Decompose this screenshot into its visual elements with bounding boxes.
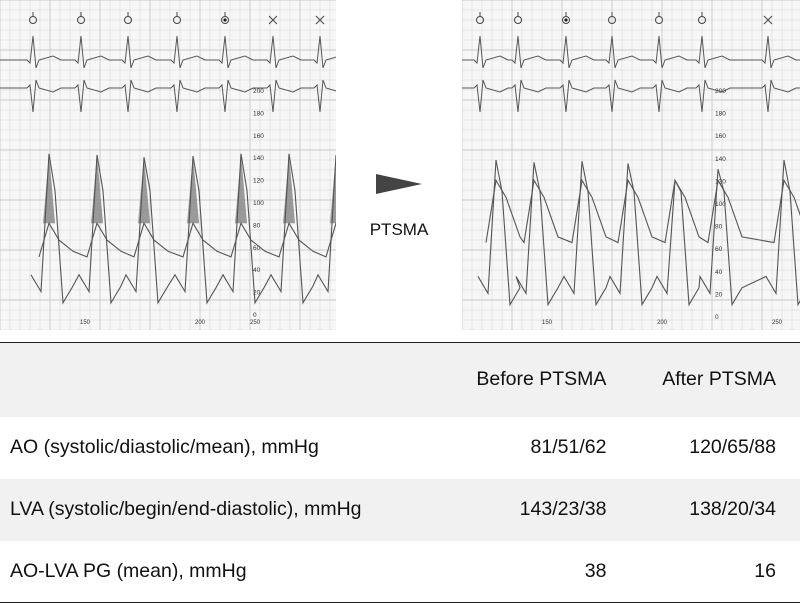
scale-tick-label: 80 <box>715 224 723 231</box>
ecg-trace <box>462 79 800 113</box>
row-after-value: 120/65/88 <box>689 436 776 458</box>
scale-tick-label: 80 <box>253 222 261 229</box>
time-tick-label: 250 <box>250 320 261 326</box>
after-pressure-tracing: 200 180 160 140 120 100 80 60 40 20 0 150 200 250 <box>462 0 800 330</box>
beat-marker-circle <box>221 16 229 24</box>
scale-tick-label: 200 <box>253 88 264 95</box>
table-header-row: Before PTSMA After PTSMA <box>0 342 800 417</box>
ao-pressure-trace <box>485 178 800 244</box>
row-parameter: AO-LVA PG (mean), mmHg <box>0 540 443 603</box>
beat-marker-circle <box>608 16 616 24</box>
beat-marker-cross <box>268 15 278 25</box>
row-before-value: 143/23/38 <box>519 498 607 520</box>
table-row: LVA (systolic/begin/end-diastolic), mmHg… <box>0 478 800 541</box>
header-after: After PTSMA <box>630 342 800 417</box>
ecg-trace <box>462 35 800 69</box>
time-tick-label: 200 <box>195 320 206 326</box>
beat-marker-circle <box>77 16 85 24</box>
right-arrow-icon <box>376 174 422 194</box>
scale-tick-label: 40 <box>715 269 723 276</box>
gradient-shading <box>187 156 199 224</box>
time-tick-label: 200 <box>657 320 668 326</box>
scale-tick-label: 100 <box>253 200 264 207</box>
lv-pressure-trace <box>477 159 800 307</box>
beat-marker-circle <box>655 16 663 24</box>
beat-marker-cross <box>763 15 773 25</box>
beat-marker-circle <box>698 16 706 24</box>
beat-marker-circle <box>173 16 181 24</box>
transition-arrow: PTSMA <box>340 150 458 250</box>
gradient-shading <box>91 154 103 224</box>
beat-marker-dot <box>223 18 227 22</box>
scale-tick-label: 120 <box>715 178 726 185</box>
gradient-shading <box>43 153 55 224</box>
beat-marker-cross <box>315 15 325 25</box>
beat-marker-circle <box>562 16 570 24</box>
ao-pressure-trace <box>38 221 336 258</box>
scale-tick-label: 140 <box>715 156 726 163</box>
scale-tick-label: 40 <box>253 267 261 274</box>
scale-tick-label: 160 <box>253 133 264 140</box>
scale-tick-label: 120 <box>253 178 264 185</box>
row-parameter: AO (systolic/diastolic/mean), mmHg <box>10 436 319 458</box>
scale-tick-label: 60 <box>253 245 261 252</box>
row-before-value: 38 <box>442 540 631 603</box>
table-row: AO-LVA PG (mean), mmHg 38 16 <box>0 540 800 603</box>
ecg-trace <box>0 79 336 113</box>
beat-marker-circle <box>29 16 37 24</box>
before-pressure-tracing: 200 180 160 140 120 100 80 60 40 20 0 150 200 250 <box>0 0 336 330</box>
gradient-shading <box>330 154 336 224</box>
row-after-value: 16 <box>630 540 800 603</box>
time-tick-label: 250 <box>772 320 783 326</box>
scale-tick-label: 0 <box>253 312 257 319</box>
header-before: Before PTSMA <box>442 342 631 417</box>
table-row: AO (systolic/diastolic/mean), mmHg 81/51… <box>0 417 800 479</box>
row-before-value: 81/51/62 <box>530 436 607 458</box>
scale-tick-label: 140 <box>253 155 264 162</box>
scale-tick-label: 20 <box>715 291 723 298</box>
scale-tick-label: 160 <box>715 133 726 140</box>
beat-marker-dot <box>564 18 568 22</box>
time-tick-label: 150 <box>542 320 553 326</box>
gradient-shading <box>283 153 295 224</box>
row-parameter: LVA (systolic/begin/end-diastolic), mmHg <box>10 498 362 520</box>
beat-marker-circle <box>476 16 484 24</box>
scale-tick-label: 180 <box>715 111 726 118</box>
scale-tick-label: 100 <box>715 201 726 208</box>
scale-tick-label: 20 <box>253 290 261 297</box>
gradient-shading <box>235 153 247 224</box>
beat-marker-circle <box>514 16 522 24</box>
scale-tick-label: 180 <box>253 110 264 117</box>
scale-tick-label: 60 <box>715 246 723 253</box>
header-parameter <box>0 342 443 417</box>
scale-tick-label: 0 <box>715 314 719 321</box>
arrow-label: PTSMA <box>369 220 429 239</box>
beat-marker-circle <box>124 16 132 24</box>
lv-pressure-trace <box>30 153 336 305</box>
time-tick-label: 150 <box>80 320 91 326</box>
hemodynamics-table: Before PTSMA After PTSMA AO (systolic/di… <box>0 342 800 603</box>
row-after-value: 138/20/34 <box>689 498 776 520</box>
scale-tick-label: 200 <box>715 88 726 95</box>
ecg-trace <box>0 35 336 69</box>
